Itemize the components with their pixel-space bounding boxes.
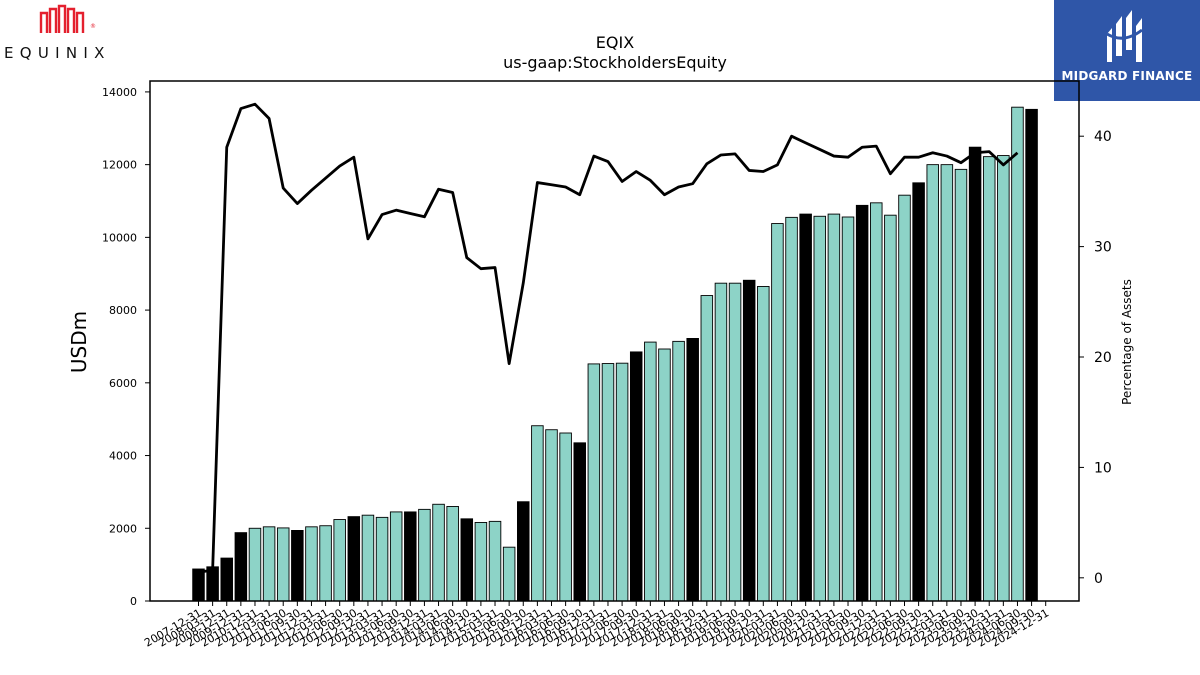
bar-series <box>192 106 1038 602</box>
equinix-logo: ® EQUINIX <box>0 0 130 70</box>
bar <box>517 501 530 602</box>
y2-tick-label: 0 <box>1094 571 1103 587</box>
x-axis: 2007-12-312008-03-312008-12-312009-12-31… <box>142 601 1051 650</box>
bar <box>361 514 375 602</box>
bar <box>347 516 361 602</box>
bar <box>870 202 883 602</box>
bar <box>291 530 304 602</box>
y2-axis: 0 10 20 30 40 <box>1079 129 1112 587</box>
y-tick-label: 14000 <box>102 86 137 99</box>
bar <box>940 164 954 602</box>
chart-subtitle: us-gaap:StockholdersEquity <box>503 53 727 72</box>
bar <box>855 204 869 602</box>
equinix-wordmark: EQUINIX <box>4 44 111 62</box>
bar <box>446 506 459 602</box>
y-tick-label: 6000 <box>109 377 137 390</box>
bar <box>714 282 728 602</box>
y-tick-label: 4000 <box>109 450 137 463</box>
y2-tick-label: 40 <box>1094 129 1112 145</box>
bar <box>389 511 403 602</box>
y2-axis-label: Percentage of Assets <box>1120 279 1134 405</box>
bar <box>220 557 233 602</box>
registered-mark: ® <box>90 23 96 30</box>
bar <box>333 519 346 602</box>
bar <box>375 516 389 602</box>
bar <box>926 164 939 602</box>
plot-frame <box>149 80 1080 602</box>
line-series <box>198 102 1019 574</box>
bar <box>305 526 318 602</box>
bar <box>785 216 798 602</box>
bar <box>799 213 812 602</box>
bar <box>573 442 586 602</box>
bar <box>644 341 657 602</box>
y2-tick-label: 20 <box>1094 350 1112 366</box>
percentage-line <box>198 102 1019 574</box>
bar <box>912 182 925 602</box>
y-tick-label: 2000 <box>109 522 137 535</box>
equinix-mark-icon: ® <box>39 4 96 33</box>
midgard-wordmark: MIDGARD FINANCE <box>1061 69 1193 83</box>
bar <box>827 213 841 602</box>
bar <box>192 568 205 602</box>
bar <box>319 525 332 602</box>
bar <box>771 223 784 602</box>
bar <box>502 546 516 602</box>
bar <box>234 532 248 602</box>
bar <box>841 216 855 602</box>
bar <box>968 146 982 602</box>
chart-title: EQIX <box>596 33 634 52</box>
bar <box>982 156 996 602</box>
bar <box>460 518 474 602</box>
bar <box>884 214 897 602</box>
y-tick-label: 10000 <box>102 231 137 244</box>
bar <box>432 503 445 602</box>
y-tick-label: 8000 <box>109 304 137 317</box>
bar <box>601 363 615 602</box>
midgard-mark-icon <box>1106 10 1143 62</box>
bar <box>531 425 544 602</box>
bar <box>742 279 756 602</box>
bar <box>672 340 685 602</box>
bar <box>615 362 629 602</box>
bar <box>728 282 742 602</box>
bar <box>404 511 417 602</box>
bar <box>1025 108 1038 602</box>
bar <box>262 526 276 602</box>
bar <box>629 351 643 602</box>
bar <box>954 168 968 602</box>
bar <box>418 508 431 602</box>
bar <box>248 527 262 602</box>
y-axis-label: USDm <box>67 311 91 373</box>
bar <box>559 432 572 602</box>
bar <box>700 295 714 602</box>
y2-tick-label: 10 <box>1094 460 1112 476</box>
bar <box>813 215 827 602</box>
bar <box>1011 106 1024 602</box>
bar <box>276 527 290 602</box>
bar <box>545 429 558 602</box>
bar <box>997 155 1010 602</box>
y-tick-label: 12000 <box>102 159 137 172</box>
bar <box>658 348 671 602</box>
y-tick-label: 0 <box>130 595 137 608</box>
bar <box>474 522 488 602</box>
bar <box>898 194 911 602</box>
y-axis: 0 2000 4000 6000 8000 10000 12000 14000 <box>102 86 150 608</box>
bar <box>587 363 601 602</box>
bar <box>757 286 770 602</box>
bar <box>686 338 699 602</box>
bar <box>488 520 502 602</box>
y2-tick-label: 30 <box>1094 240 1112 256</box>
